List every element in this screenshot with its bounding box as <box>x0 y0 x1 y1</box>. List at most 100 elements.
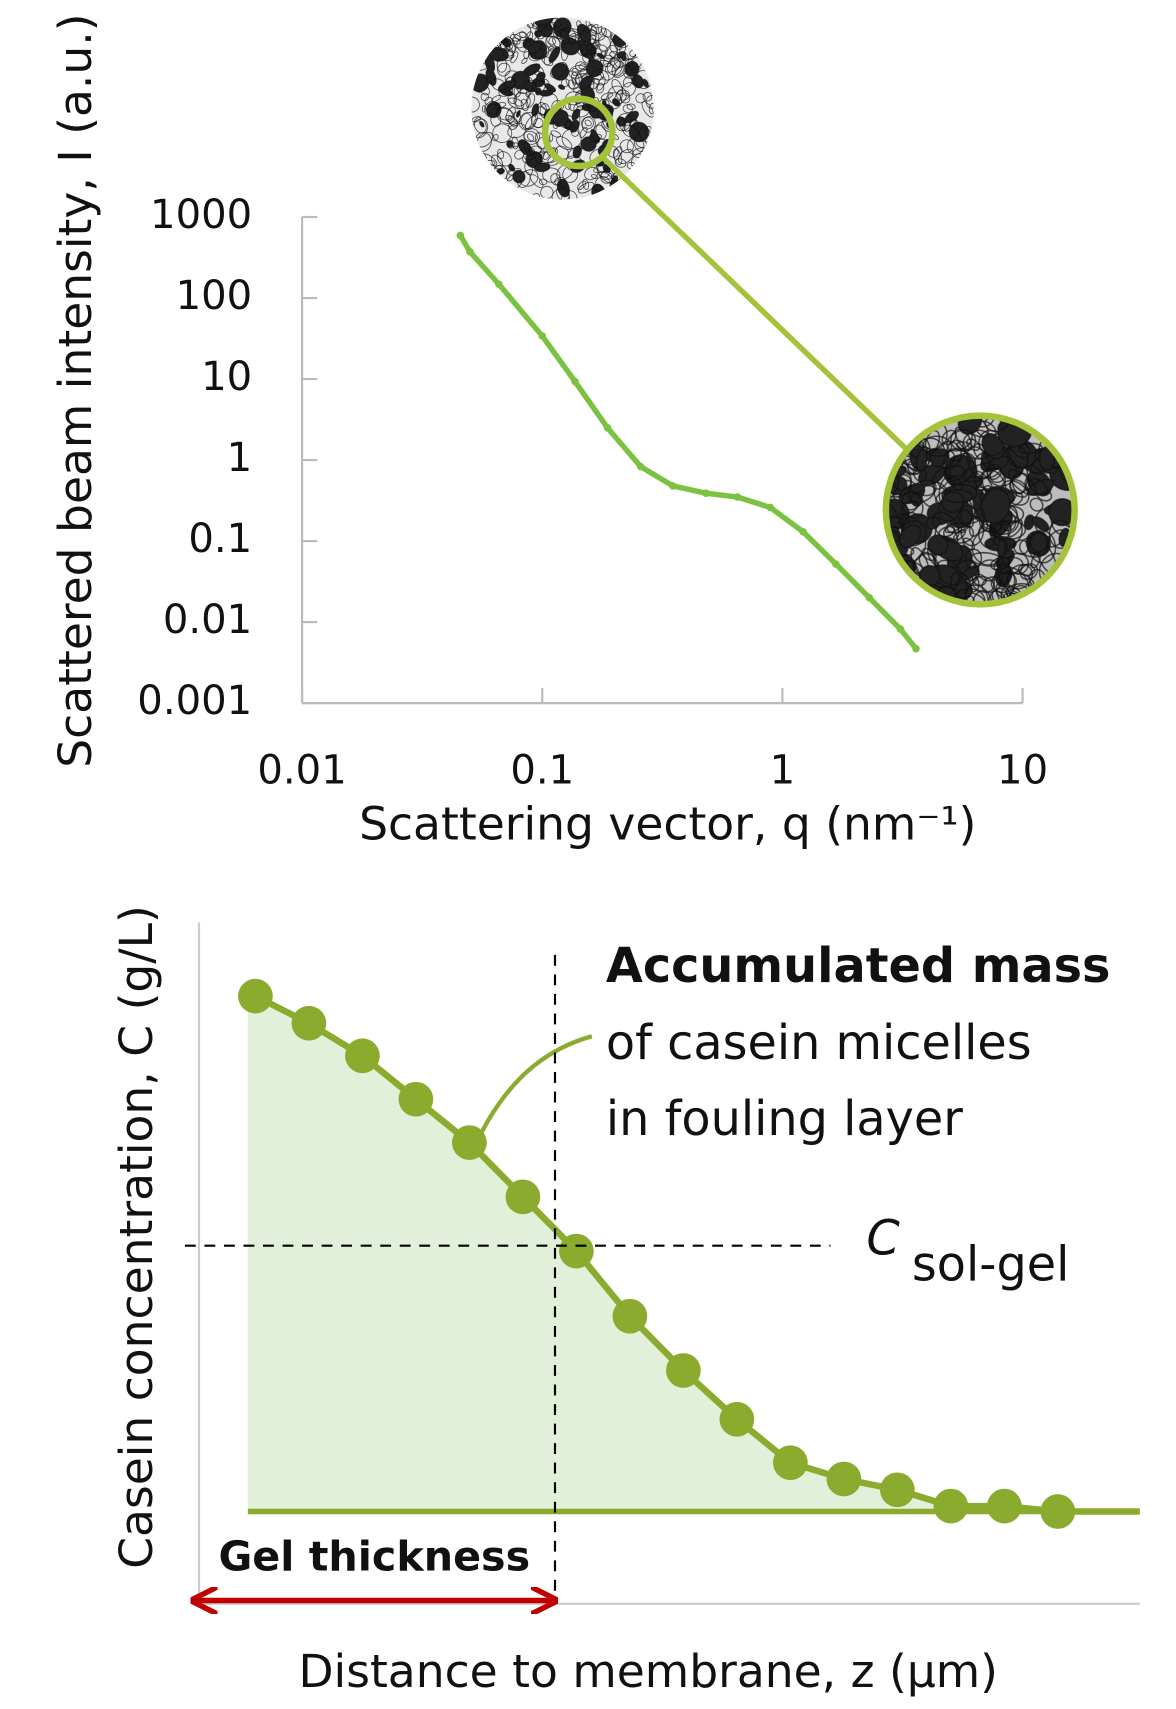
texture-strand <box>954 426 973 451</box>
texture-strand <box>533 70 543 76</box>
texture-strand <box>970 551 1004 567</box>
data-point <box>505 1179 541 1215</box>
data-point <box>291 1005 327 1041</box>
y-tick-label: 10 <box>201 354 252 400</box>
texture-strand <box>514 149 525 160</box>
data-point <box>345 1038 380 1074</box>
data-point <box>456 231 465 240</box>
data-point <box>452 1125 487 1160</box>
y-tick-label: 1 <box>227 435 253 481</box>
texture-strand <box>600 92 614 100</box>
texture-strand <box>1018 442 1044 455</box>
data-point <box>603 424 612 432</box>
data-point <box>495 280 503 289</box>
texture-strand <box>531 103 540 117</box>
texture-strand <box>560 190 578 200</box>
texture-strand <box>594 39 601 48</box>
texture-strand <box>611 78 623 95</box>
data-point <box>466 248 474 256</box>
texture-strand <box>585 59 604 78</box>
texture-strand <box>550 17 562 28</box>
texture-strand <box>972 575 995 593</box>
texture-strand <box>931 466 952 490</box>
x-tick-label: 1 <box>770 748 796 794</box>
texture-strand <box>597 35 611 52</box>
texture-strand <box>497 62 511 77</box>
texture-strand <box>491 78 506 91</box>
texture-strand <box>480 92 490 102</box>
texture-strand <box>496 149 505 160</box>
data-point <box>879 1472 915 1508</box>
texture-strand <box>556 29 570 45</box>
texture-strand <box>990 556 1011 571</box>
texture-strand <box>1029 532 1049 553</box>
texture-strand <box>935 559 962 586</box>
x-tick-label: 0.01 <box>257 748 346 794</box>
texture-strand <box>619 139 634 154</box>
texture-strand <box>550 130 562 138</box>
data-point <box>1040 1494 1076 1529</box>
data-point <box>986 1488 1022 1524</box>
texture-strand <box>964 584 992 604</box>
texture-strand <box>514 88 530 107</box>
texture-strand <box>496 107 513 121</box>
texture-strand <box>577 181 595 194</box>
texture-strand <box>523 48 530 60</box>
texture-strand <box>497 151 512 167</box>
texture-strand <box>578 63 586 70</box>
texture-strand <box>613 64 629 79</box>
data-point <box>702 489 710 498</box>
texture-strand <box>1009 479 1029 498</box>
x-axis-label: Distance to membrane, z (μm) <box>298 1645 998 1698</box>
texture-strand <box>596 52 605 59</box>
texture-strand <box>994 520 1012 541</box>
texture-strand <box>886 464 913 498</box>
data-point <box>238 978 273 1014</box>
texture-strand <box>529 174 544 188</box>
texture-strand <box>590 173 599 180</box>
texture-strand <box>987 587 1009 604</box>
texture-strand <box>560 26 577 45</box>
annotation-line: of casein micelles <box>606 1016 1032 1071</box>
x-tick-label: 0.1 <box>510 748 574 794</box>
texture-strand <box>579 126 588 139</box>
texture-strand <box>1031 516 1050 532</box>
texture-strand <box>579 44 588 52</box>
texture-strand <box>492 123 513 144</box>
y-tick-label: 0.1 <box>188 516 252 562</box>
texture-strand <box>556 136 573 151</box>
texture-strand <box>945 452 977 485</box>
data-point <box>826 1461 862 1497</box>
texture-strand <box>600 27 612 38</box>
data-point <box>896 625 905 633</box>
texture-strand <box>1029 497 1044 512</box>
texture-strand <box>586 53 595 62</box>
area-fill <box>247 996 1140 1512</box>
annotation-line: in fouling layer <box>606 1092 963 1147</box>
y-tick-label: 1000 <box>150 192 252 238</box>
data-point <box>773 1445 808 1481</box>
texture-strand <box>545 35 561 50</box>
data-point <box>933 1488 969 1524</box>
texture-strand <box>1007 469 1037 496</box>
texture-strand <box>551 188 570 200</box>
texture-strand <box>980 488 1011 524</box>
zoom-line <box>601 156 909 452</box>
data-point <box>612 1298 648 1334</box>
texture-strand <box>581 116 596 133</box>
texture-strand <box>921 547 937 562</box>
texture-strand <box>945 439 967 462</box>
texture-strand <box>595 82 605 94</box>
texture-strand <box>957 416 983 435</box>
texture-strand <box>619 92 631 104</box>
texture-strand <box>557 84 566 90</box>
texture-strand <box>473 117 487 134</box>
texture-strand <box>496 58 508 73</box>
texture-strand <box>512 31 529 49</box>
texture-strand <box>511 136 519 150</box>
data-point <box>398 1081 434 1117</box>
texture-strand <box>942 522 975 544</box>
texture-strand <box>536 71 546 82</box>
texture-strand <box>526 133 535 142</box>
